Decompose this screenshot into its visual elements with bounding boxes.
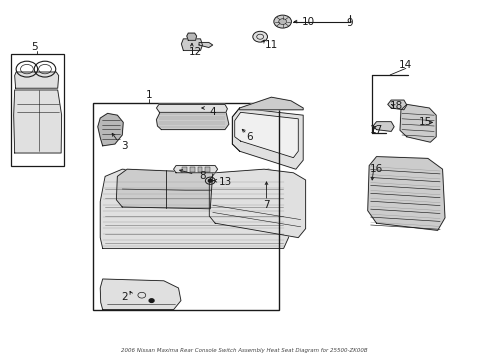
Text: 12: 12 <box>188 47 202 57</box>
Bar <box>197 167 202 172</box>
Bar <box>205 167 210 172</box>
Text: 14: 14 <box>398 60 412 70</box>
Polygon shape <box>156 112 228 130</box>
Bar <box>182 167 186 172</box>
Polygon shape <box>209 169 305 238</box>
Polygon shape <box>156 104 227 112</box>
Text: 3: 3 <box>121 141 128 151</box>
Text: 1: 1 <box>145 90 152 100</box>
Bar <box>93 103 278 310</box>
Text: 2: 2 <box>121 292 128 302</box>
Text: 18: 18 <box>388 101 402 111</box>
Text: 9: 9 <box>346 18 352 28</box>
Polygon shape <box>234 112 298 158</box>
Polygon shape <box>15 72 59 88</box>
Polygon shape <box>367 157 444 230</box>
Polygon shape <box>399 104 435 142</box>
Polygon shape <box>116 169 212 209</box>
Polygon shape <box>100 169 288 248</box>
Text: 15: 15 <box>418 117 431 127</box>
Polygon shape <box>100 279 181 310</box>
Circle shape <box>208 179 212 182</box>
Text: 16: 16 <box>369 164 383 174</box>
Text: 4: 4 <box>209 107 216 117</box>
Circle shape <box>278 19 286 24</box>
Text: 11: 11 <box>264 40 278 50</box>
Circle shape <box>273 15 291 28</box>
Text: 8: 8 <box>199 171 206 181</box>
Text: 5: 5 <box>31 42 38 52</box>
Polygon shape <box>239 97 303 110</box>
Circle shape <box>149 299 154 302</box>
Text: 2006 Nissan Maxima Rear Console Switch Assembly Heat Seat Diagram for 25500-ZK00: 2006 Nissan Maxima Rear Console Switch A… <box>121 348 367 353</box>
Text: 7: 7 <box>263 200 269 210</box>
Polygon shape <box>372 122 393 131</box>
Bar <box>11 54 63 166</box>
Text: 17: 17 <box>369 125 383 135</box>
Polygon shape <box>387 100 406 110</box>
Polygon shape <box>186 33 196 40</box>
Bar <box>189 167 194 172</box>
Text: 6: 6 <box>245 132 252 142</box>
Polygon shape <box>199 42 212 48</box>
Polygon shape <box>98 113 123 146</box>
Text: 10: 10 <box>301 17 314 27</box>
Polygon shape <box>14 90 61 153</box>
Polygon shape <box>181 39 202 50</box>
Circle shape <box>252 31 267 42</box>
Polygon shape <box>232 108 303 169</box>
Polygon shape <box>173 166 217 173</box>
Text: 13: 13 <box>218 177 231 187</box>
